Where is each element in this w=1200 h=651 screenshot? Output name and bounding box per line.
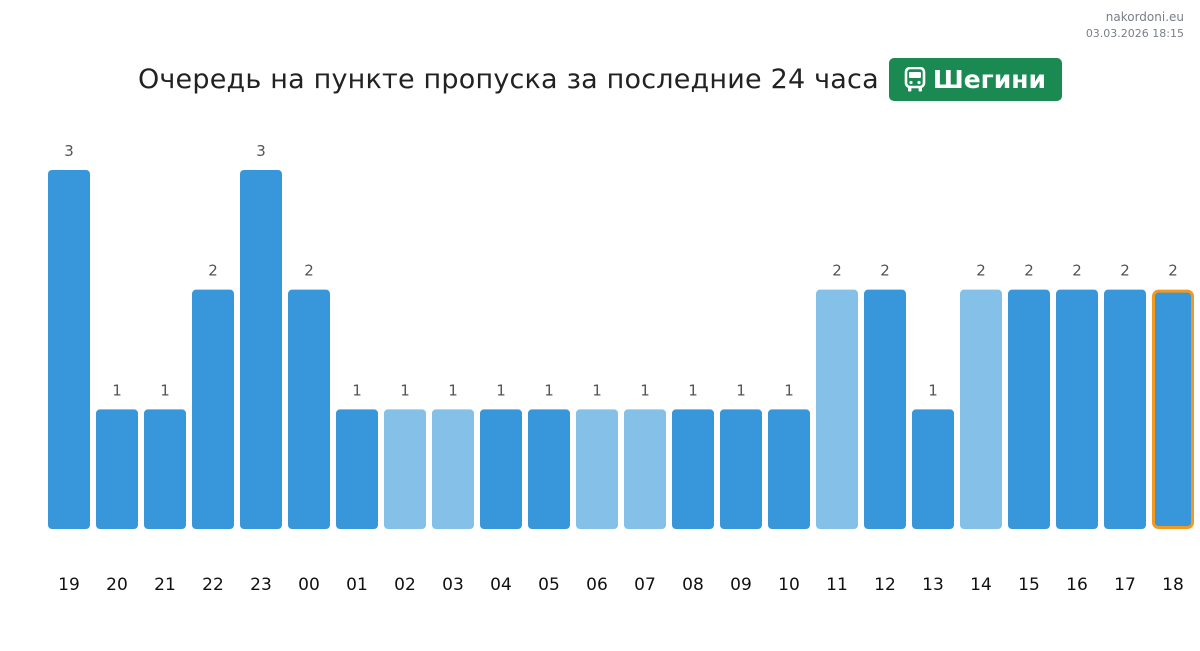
value-label-13: 1 <box>928 381 938 399</box>
bar-07 <box>624 409 666 529</box>
bar-19 <box>48 170 90 529</box>
bar-21 <box>144 409 186 529</box>
x-tick-06: 06 <box>586 575 608 595</box>
bar-06 <box>576 409 618 529</box>
bar-14 <box>960 289 1002 529</box>
value-label-18: 2 <box>1168 262 1178 280</box>
bar-18 <box>1152 289 1194 529</box>
x-tick-15: 15 <box>1018 575 1040 595</box>
value-label-12: 2 <box>880 262 890 280</box>
bar-00 <box>288 289 330 529</box>
value-label-17: 2 <box>1120 262 1130 280</box>
value-label-00: 2 <box>304 262 314 280</box>
value-label-08: 1 <box>688 381 698 399</box>
bar-01 <box>336 409 378 529</box>
x-tick-03: 03 <box>442 575 464 595</box>
value-label-05: 1 <box>544 381 554 399</box>
chart-title: Очередь на пункте пропуска за последние … <box>137 64 879 95</box>
bar-12 <box>864 289 906 529</box>
value-label-09: 1 <box>736 381 746 399</box>
bar-02 <box>384 409 426 529</box>
value-label-19: 3 <box>64 142 74 160</box>
x-tick-09: 09 <box>730 575 752 595</box>
value-label-22: 2 <box>208 262 218 280</box>
bar-22 <box>192 289 234 529</box>
bar-20 <box>96 409 138 529</box>
x-tick-17: 17 <box>1114 575 1136 595</box>
x-tick-14: 14 <box>970 575 992 595</box>
bar-17 <box>1104 289 1146 529</box>
x-tick-12: 12 <box>874 575 896 595</box>
x-tick-18: 18 <box>1162 575 1184 595</box>
title-row: Очередь на пункте пропуска за последние … <box>0 58 1200 101</box>
bar-08 <box>672 409 714 529</box>
bar-10 <box>768 409 810 529</box>
x-tick-19: 19 <box>58 575 80 595</box>
bar-03 <box>432 409 474 529</box>
bar-09 <box>720 409 762 529</box>
x-tick-07: 07 <box>634 575 656 595</box>
x-tick-01: 01 <box>346 575 368 595</box>
value-label-01: 1 <box>352 381 362 399</box>
site-name: nakordoni.eu <box>1105 10 1184 24</box>
x-tick-20: 20 <box>106 575 128 595</box>
value-label-11: 2 <box>832 262 842 280</box>
value-label-21: 1 <box>160 381 170 399</box>
checkpoint-badge: Шегини <box>888 58 1063 101</box>
x-tick-00: 00 <box>298 575 320 595</box>
bar-16 <box>1056 289 1098 529</box>
value-label-23: 3 <box>256 142 266 160</box>
value-label-14: 2 <box>976 262 986 280</box>
site-meta: nakordoni.eu 03.03.2026 18:15 <box>1086 9 1184 41</box>
bar-13 <box>912 409 954 529</box>
bar-05 <box>528 409 570 529</box>
bar-23 <box>240 170 282 529</box>
value-label-03: 1 <box>448 381 458 399</box>
x-tick-02: 02 <box>394 575 416 595</box>
x-tick-22: 22 <box>202 575 224 595</box>
value-label-04: 1 <box>496 381 506 399</box>
x-tick-04: 04 <box>490 575 512 595</box>
x-tick-11: 11 <box>826 575 848 595</box>
timestamp: 03.03.2026 18:15 <box>1085 27 1184 40</box>
bus-icon <box>904 66 926 91</box>
checkpoint-name: Шегини <box>932 65 1047 94</box>
value-label-07: 1 <box>640 381 650 399</box>
bar-04 <box>480 409 522 529</box>
value-label-15: 2 <box>1024 262 1034 280</box>
x-tick-05: 05 <box>538 575 560 595</box>
value-label-10: 1 <box>784 381 794 399</box>
x-tick-10: 10 <box>778 575 800 595</box>
value-label-16: 2 <box>1072 262 1082 280</box>
x-tick-21: 21 <box>154 575 176 595</box>
x-tick-16: 16 <box>1066 575 1088 595</box>
value-label-20: 1 <box>112 381 122 399</box>
x-tick-23: 23 <box>250 575 272 595</box>
x-tick-08: 08 <box>682 575 704 595</box>
bar-11 <box>816 289 858 529</box>
value-label-02: 1 <box>400 381 410 399</box>
x-tick-13: 13 <box>922 575 944 595</box>
bar-15 <box>1008 289 1050 529</box>
value-label-06: 1 <box>592 381 602 399</box>
